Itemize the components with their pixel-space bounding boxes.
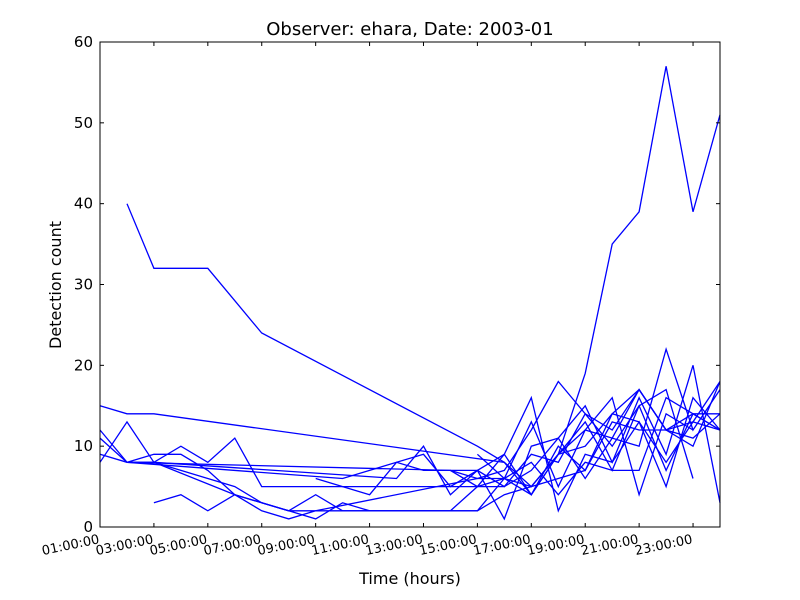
series-line-12 <box>450 346 721 521</box>
series-line-9 <box>315 404 720 496</box>
series-line-8 <box>127 413 721 512</box>
y-axis-ticks: 0 10 20 30 40 50 60 <box>74 33 720 536</box>
y-tick-label: 50 <box>74 114 93 132</box>
x-axis-label: Time (hours) <box>358 569 461 588</box>
y-tick-label: 20 <box>74 356 93 374</box>
y-axis-label: Detection count <box>46 221 65 349</box>
y-tick-label: 10 <box>74 437 93 455</box>
chart-title: Observer: ehara, Date: 2003-01 <box>266 19 553 40</box>
y-tick-label: 40 <box>74 195 93 213</box>
series-layer <box>99 66 721 521</box>
y-tick-label: 0 <box>83 518 93 536</box>
series-line-11 <box>126 381 721 496</box>
y-tick-label: 60 <box>74 33 93 51</box>
y-tick-label: 30 <box>74 276 93 294</box>
plot-frame <box>99 41 721 528</box>
series-line-13 <box>476 396 694 497</box>
